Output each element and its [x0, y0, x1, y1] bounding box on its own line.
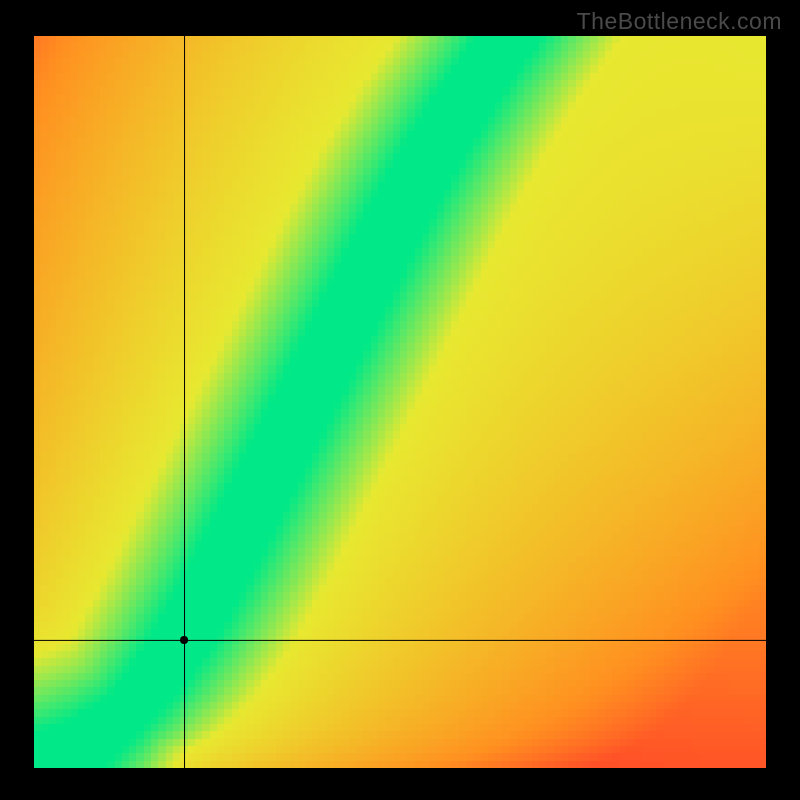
- bottleneck-heatmap: [34, 36, 766, 768]
- chart-frame: TheBottleneck.com: [0, 0, 800, 800]
- watermark-text: TheBottleneck.com: [577, 8, 782, 35]
